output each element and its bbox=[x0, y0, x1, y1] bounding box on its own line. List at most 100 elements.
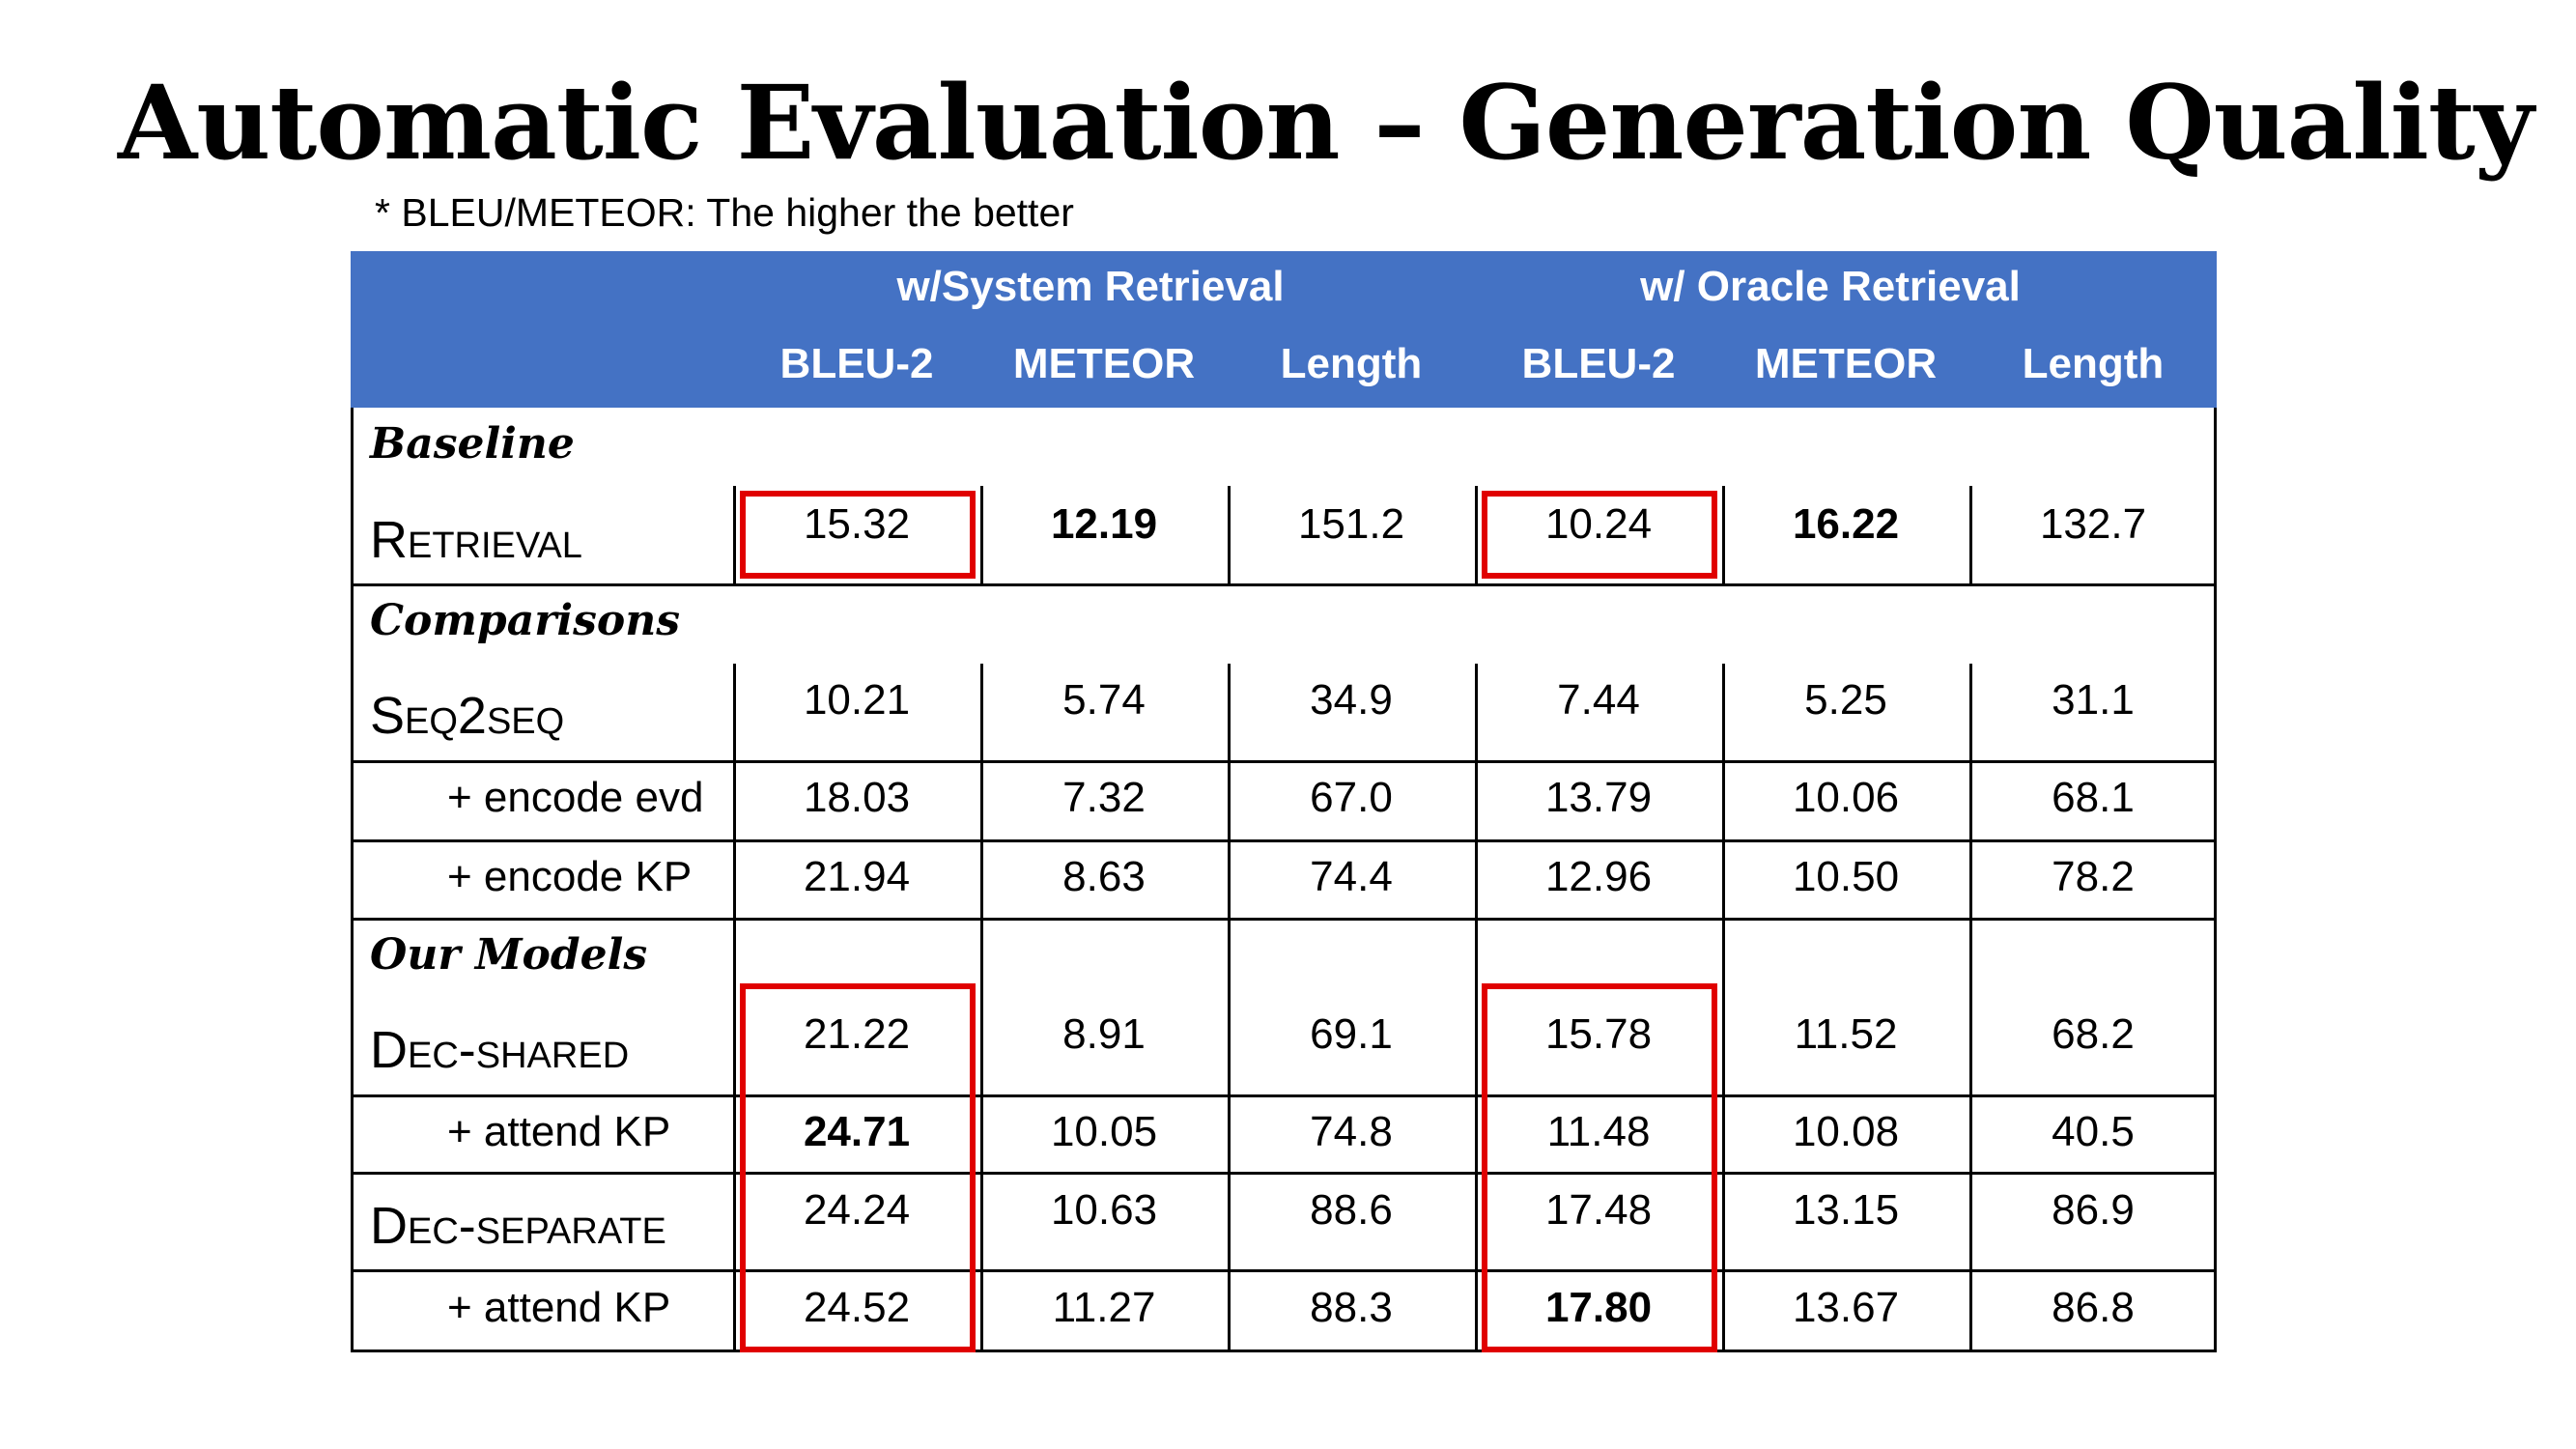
column-divider bbox=[1228, 664, 1231, 1352]
column-divider bbox=[980, 664, 983, 1352]
column-divider bbox=[980, 486, 983, 586]
value-cell: 10.21 bbox=[803, 676, 911, 724]
value-cell: 15.78 bbox=[1544, 1010, 1653, 1058]
row-label-dec-shared: Dec-shared bbox=[370, 1021, 630, 1079]
col-header: BLEU-2 bbox=[1521, 340, 1676, 387]
highlight-box bbox=[740, 491, 976, 579]
metric-note: * BLEU/METEOR: The higher the better bbox=[375, 190, 1074, 235]
row-divider bbox=[351, 1269, 2217, 1272]
col-header: Length bbox=[2022, 340, 2165, 387]
row-divider bbox=[351, 839, 2217, 842]
value-cell: 11.48 bbox=[1546, 1108, 1651, 1155]
value-cell: 86.8 bbox=[2052, 1284, 2135, 1331]
group-header-oracle: w/ Oracle Retrieval bbox=[1640, 263, 2021, 310]
row-divider bbox=[351, 760, 2217, 763]
value-cell: 10.63 bbox=[1050, 1186, 1158, 1234]
col-header: Length bbox=[1280, 340, 1423, 387]
highlight-box bbox=[740, 983, 976, 1352]
value-cell: 17.80 bbox=[1544, 1284, 1653, 1331]
value-cell: 68.1 bbox=[2052, 774, 2135, 821]
section-heading-our-models: Our Models bbox=[370, 930, 648, 980]
value-cell: 16.22 bbox=[1792, 500, 1900, 548]
value-cell: 69.1 bbox=[1310, 1010, 1393, 1058]
value-cell: 15.32 bbox=[803, 500, 911, 548]
row-label-attend-kp: + attend KP bbox=[447, 1108, 671, 1155]
value-cell: 12.96 bbox=[1544, 853, 1653, 900]
value-cell: 10.50 bbox=[1792, 853, 1900, 900]
value-cell: 13.79 bbox=[1544, 774, 1653, 821]
column-divider bbox=[1475, 486, 1478, 586]
column-divider bbox=[1969, 664, 1972, 1352]
value-cell: 13.15 bbox=[1792, 1186, 1900, 1234]
value-cell: 132.7 bbox=[2039, 500, 2147, 548]
value-cell: 10.06 bbox=[1792, 774, 1900, 821]
column-divider bbox=[1228, 486, 1231, 586]
section-heading-baseline: Baseline bbox=[370, 419, 575, 469]
value-cell: 40.5 bbox=[2052, 1108, 2135, 1155]
value-cell: 21.94 bbox=[803, 853, 911, 900]
value-cell: 11.52 bbox=[1794, 1010, 1898, 1058]
col-header: BLEU-2 bbox=[779, 340, 934, 387]
row-divider bbox=[351, 918, 2217, 921]
row-divider bbox=[351, 583, 2217, 586]
row-label-dec-separate: Dec-separate bbox=[370, 1197, 666, 1255]
column-divider bbox=[733, 486, 736, 586]
value-cell: 5.25 bbox=[1804, 676, 1887, 724]
row-label-encode-evd: + encode evd bbox=[447, 774, 704, 821]
value-cell: 10.05 bbox=[1050, 1108, 1158, 1155]
row-label-encode-kp: + encode KP bbox=[447, 853, 693, 900]
table-header: w/System Retrieval w/ Oracle Retrieval B… bbox=[351, 251, 2217, 408]
value-cell: 10.08 bbox=[1792, 1108, 1900, 1155]
value-cell: 21.22 bbox=[803, 1010, 911, 1058]
value-cell: 24.52 bbox=[803, 1284, 911, 1331]
group-header-system: w/System Retrieval bbox=[896, 263, 1285, 310]
value-cell: 74.4 bbox=[1310, 853, 1393, 900]
value-cell: 88.6 bbox=[1310, 1186, 1393, 1234]
value-cell: 86.9 bbox=[2052, 1186, 2135, 1234]
results-table: w/System Retrieval w/ Oracle Retrieval B… bbox=[351, 251, 2217, 1352]
column-divider bbox=[1969, 486, 1972, 586]
table-body-frame bbox=[351, 408, 2217, 1352]
value-cell: 5.74 bbox=[1062, 676, 1146, 724]
value-cell: 8.63 bbox=[1062, 853, 1146, 900]
col-header: METEOR bbox=[1754, 340, 1938, 387]
column-divider bbox=[1475, 1014, 1478, 1352]
value-cell: 8.91 bbox=[1062, 1010, 1146, 1058]
value-cell: 10.24 bbox=[1544, 500, 1653, 548]
row-label-seq2seq: Seq2seq bbox=[370, 687, 565, 745]
value-cell: 68.2 bbox=[2052, 1010, 2135, 1058]
value-cell: 78.2 bbox=[2052, 853, 2135, 900]
value-cell: 31.1 bbox=[2052, 676, 2135, 724]
value-cell: 11.27 bbox=[1052, 1284, 1156, 1331]
column-divider bbox=[980, 1014, 983, 1352]
column-divider bbox=[733, 664, 736, 1352]
row-label-attend-kp: + attend KP bbox=[447, 1284, 671, 1331]
highlight-box bbox=[1482, 983, 1717, 1352]
row-label-retrieval: Retrieval bbox=[370, 511, 582, 569]
column-divider bbox=[733, 1014, 736, 1352]
value-cell: 7.44 bbox=[1557, 676, 1640, 724]
column-divider bbox=[1475, 664, 1478, 1352]
value-cell: 34.9 bbox=[1310, 676, 1393, 724]
value-cell: 13.67 bbox=[1792, 1284, 1900, 1331]
value-cell: 18.03 bbox=[803, 774, 911, 821]
column-divider bbox=[1228, 1014, 1231, 1352]
row-divider bbox=[351, 1094, 2217, 1097]
value-cell: 151.2 bbox=[1297, 500, 1405, 548]
value-cell: 12.19 bbox=[1050, 500, 1158, 548]
column-divider bbox=[1722, 664, 1725, 1352]
highlight-box bbox=[1482, 491, 1717, 579]
column-divider bbox=[1722, 486, 1725, 586]
column-divider bbox=[1722, 1014, 1725, 1352]
slide-title: Automatic Evaluation – Generation Qualit… bbox=[118, 62, 2534, 183]
section-heading-comparisons: Comparisons bbox=[370, 596, 680, 645]
value-cell: 74.8 bbox=[1310, 1108, 1393, 1155]
column-divider bbox=[1969, 1014, 1972, 1352]
value-cell: 24.71 bbox=[803, 1108, 911, 1155]
value-cell: 88.3 bbox=[1310, 1284, 1393, 1331]
value-cell: 7.32 bbox=[1062, 774, 1146, 821]
col-header: METEOR bbox=[1012, 340, 1196, 387]
row-divider bbox=[351, 1172, 2217, 1175]
value-cell: 24.24 bbox=[803, 1186, 911, 1234]
value-cell: 17.48 bbox=[1544, 1186, 1653, 1234]
